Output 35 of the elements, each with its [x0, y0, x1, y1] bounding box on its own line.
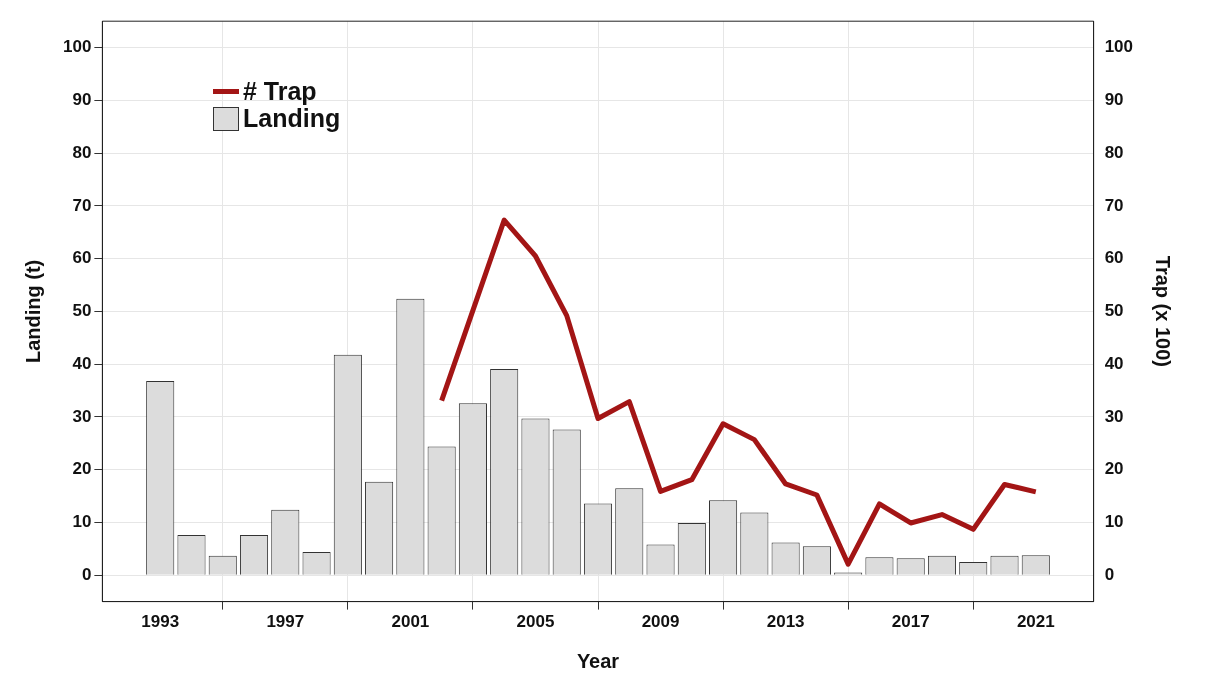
- y2-tick-label: 50: [1104, 301, 1124, 321]
- y-tick-label: 10: [72, 512, 92, 532]
- y-tick-label: 90: [72, 90, 92, 110]
- legend-label: # Trap: [243, 77, 317, 105]
- y2-tick-label: 0: [1104, 564, 1115, 584]
- legend-label: Landing: [243, 104, 341, 132]
- x-tick-label: 1993: [141, 612, 180, 632]
- y-tick-label: 70: [72, 195, 92, 215]
- x-tick-label: 2009: [641, 612, 680, 632]
- y2-tick-label: 30: [1104, 406, 1124, 426]
- y-tick-label: 100: [62, 37, 92, 57]
- y-tick-label: 20: [72, 459, 92, 479]
- y2-tick-label: 40: [1104, 353, 1124, 373]
- y-tick-label: 40: [72, 353, 92, 373]
- y2-tick-label: 80: [1104, 142, 1124, 162]
- x-tick-label: 2005: [516, 612, 555, 632]
- y2-tick-label: 90: [1104, 90, 1124, 110]
- y2-axis-title: Trap (x 100): [1152, 255, 1175, 367]
- y2-tick-label: 60: [1104, 248, 1124, 268]
- y2-tick-label: 20: [1104, 459, 1124, 479]
- y2-tick-label: 100: [1104, 37, 1134, 57]
- x-tick-label: 2017: [891, 612, 930, 632]
- y-axis-title: Landing (t): [21, 259, 44, 364]
- x-axis-title: Year: [576, 649, 620, 672]
- y-tick-label: 50: [72, 301, 92, 321]
- y-tick-label: 60: [72, 248, 92, 268]
- x-tick-label: 2021: [1016, 612, 1055, 632]
- y2-tick-label: 70: [1104, 195, 1124, 215]
- y-tick-label: 0: [81, 564, 92, 584]
- y-tick-label: 30: [72, 406, 92, 426]
- x-tick-label: 1997: [266, 612, 305, 632]
- y-tick-label: 80: [72, 142, 92, 162]
- x-tick-label: 2013: [766, 612, 805, 632]
- x-tick-label: 2001: [391, 612, 430, 632]
- y2-tick-label: 10: [1104, 512, 1124, 532]
